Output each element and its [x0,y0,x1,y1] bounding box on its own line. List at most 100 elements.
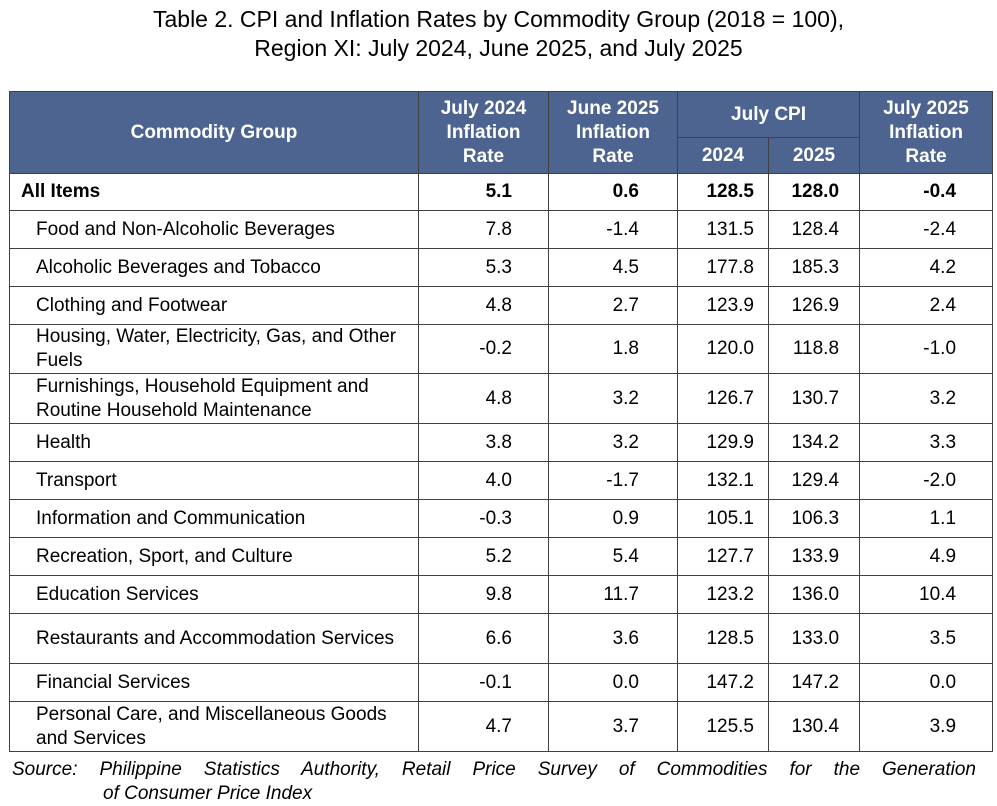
cell-june2025-inflation: 3.2 [548,373,678,424]
cell-july2025-inflation: 3.9 [859,701,994,752]
title-line-2: Region XI: July 2024, June 2025, and Jul… [254,35,743,61]
table-row: Restaurants and Accommodation Services 6.… [9,613,994,664]
table-title: Table 2. CPI and Inflation Rates by Comm… [0,5,997,63]
cell-july2025-inflation: 3.2 [859,373,994,424]
table-header: Commodity Group July 2024 Inflation Rate… [9,91,994,174]
cell-july2025-inflation: 3.5 [859,613,994,664]
header-july2024-line-2: Inflation [446,121,521,143]
source-note: Source: Philippine Statistics Authority,… [12,758,976,806]
table-row: Financial Services -0.1 0.0 147.2 147.2 0.0 [9,663,994,702]
cell-cpi-2024: 123.2 [677,575,769,614]
cell-june2025-inflation: 3.7 [548,701,678,752]
cell-july2024-inflation: -0.2 [418,324,549,374]
cell-july2025-inflation: -1.0 [859,324,994,374]
cell-commodity-group: Alcoholic Beverages and Tobacco [9,248,419,287]
source-line-2: of Consumer Price Index [103,783,313,804]
cell-july2025-inflation: 4.2 [859,248,994,287]
cell-cpi-2024: 105.1 [677,499,769,538]
table-row: Furnishings, Household Equipment and Rou… [9,373,994,424]
cell-july2024-inflation: 5.1 [418,173,549,211]
table-row: Information and Communication -0.3 0.9 105.… [9,499,994,538]
cell-july2024-inflation: 3.8 [418,423,549,462]
table-row-all-items: All Items 5.1 0.6 128.5 128.0 -0.4 [9,173,994,211]
cell-july2024-inflation: 9.8 [418,575,549,614]
cell-cpi-2024: 132.1 [677,461,769,500]
cell-june2025-inflation: 5.4 [548,537,678,576]
cell-cpi-2025: 126.9 [767,286,861,325]
cell-july2024-inflation: 4.0 [418,461,549,500]
cell-cpi-2024: 120.0 [677,324,769,374]
cell-june2025-inflation: 4.5 [548,248,678,287]
cell-cpi-2025: 133.9 [767,537,861,576]
cell-june2025-inflation: 0.6 [548,173,678,211]
cell-cpi-2024: 125.5 [677,701,769,752]
cell-commodity-group: Education Services [9,575,419,614]
cell-commodity-group: Clothing and Footwear [9,286,419,325]
cell-june2025-inflation: -1.7 [548,461,678,500]
cell-june2025-inflation: 1.8 [548,324,678,374]
cell-cpi-2025: 134.2 [767,423,861,462]
cell-cpi-2025: 130.4 [767,701,861,752]
cell-commodity-group: Food and Non-Alcoholic Beverages [9,210,419,249]
cell-july2024-inflation: -0.3 [418,499,549,538]
cell-commodity-group: Health [9,423,419,462]
cell-july2025-inflation: -2.0 [859,461,994,500]
cell-june2025-inflation: 0.9 [548,499,678,538]
header-june2025-line-1: June 2025 [567,97,659,119]
cell-cpi-2025: 128.4 [767,210,861,249]
cell-cpi-2024: 129.9 [677,423,769,462]
cell-july2024-inflation: 5.2 [418,537,549,576]
cell-june2025-inflation: 0.0 [548,663,678,702]
header-july2024-line-3: Rate [462,145,505,167]
table-row: Recreation, Sport, and Culture 5.2 5.4 127.… [9,537,994,576]
cell-cpi-2024: 127.7 [677,537,769,576]
table-row: Transport 4.0 -1.7 132.1 129.4 -2.0 [9,461,994,500]
cell-cpi-2025: 185.3 [767,248,861,287]
cell-cpi-2025: 133.0 [767,613,861,664]
table-body: All Items 5.1 0.6 128.5 128.0 -0.4 Food and No… [9,173,994,752]
title-line-1: Table 2. CPI and Inflation Rates by Comm… [152,6,844,32]
cell-cpi-2025: 136.0 [767,575,861,614]
cell-july2024-inflation: -0.1 [418,663,549,702]
cell-cpi-2024: 177.8 [677,248,769,287]
source-line-1: Source: Philippine Statistics Authority,… [12,759,976,780]
cell-commodity-group: Furnishings, Household Equipment and Rou… [9,373,419,424]
cell-june2025-inflation: 2.7 [548,286,678,325]
cell-july2025-inflation: 3.3 [859,423,994,462]
cell-commodity-group: Transport [9,461,419,500]
header-june2025-inflation: June 2025 Inflation Rate [548,91,678,174]
cell-commodity-group: Personal Care, and Miscellaneous Goods a… [9,701,419,752]
cell-cpi-2025: 106.3 [767,499,861,538]
header-june2025-line-3: Rate [592,145,634,167]
header-june2025-line-2: Inflation [576,121,650,143]
cell-july2025-inflation: 0.0 [859,663,994,702]
table-row: Alcoholic Beverages and Tobacco 5.3 4.5 177… [9,248,994,287]
cell-july2024-inflation: 5.3 [418,248,549,287]
header-commodity-group: Commodity Group [9,91,419,174]
cell-cpi-2025: 128.0 [767,173,861,211]
cell-july2025-inflation: -2.4 [859,210,994,249]
table-row: Housing, Water, Electricity, Gas, and Ot… [9,324,994,374]
cell-cpi-2025: 130.7 [767,373,861,424]
cell-july2025-inflation: 2.4 [859,286,994,325]
cell-cpi-2024: 128.5 [677,173,769,211]
cell-cpi-2025: 147.2 [767,663,861,702]
header-july2025-line-3: Rate [905,145,947,167]
cell-cpi-2024: 131.5 [677,210,769,249]
cell-commodity-group: Recreation, Sport, and Culture [9,537,419,576]
cell-june2025-inflation: 3.6 [548,613,678,664]
cell-july2025-inflation: 4.9 [859,537,994,576]
cell-june2025-inflation: 11.7 [548,575,678,614]
header-july2025-line-2: Inflation [889,121,963,143]
cell-cpi-2024: 128.5 [677,613,769,664]
cell-july2024-inflation: 4.8 [418,373,549,424]
cell-cpi-2024: 147.2 [677,663,769,702]
header-july2025-inflation: July 2025 Inflation Rate [859,91,994,174]
cell-cpi-2024: 123.9 [677,286,769,325]
cell-july2025-inflation: 10.4 [859,575,994,614]
cpi-table: Commodity Group July 2024 Inflation Rate… [9,91,994,752]
cell-july2024-inflation: 4.7 [418,701,549,752]
cell-july2025-inflation: 1.1 [859,499,994,538]
table-row: Clothing and Footwear 4.8 2.7 123.9 126.9 2.4 [9,286,994,325]
cell-commodity-group: Housing, Water, Electricity, Gas, and Ot… [9,324,419,374]
